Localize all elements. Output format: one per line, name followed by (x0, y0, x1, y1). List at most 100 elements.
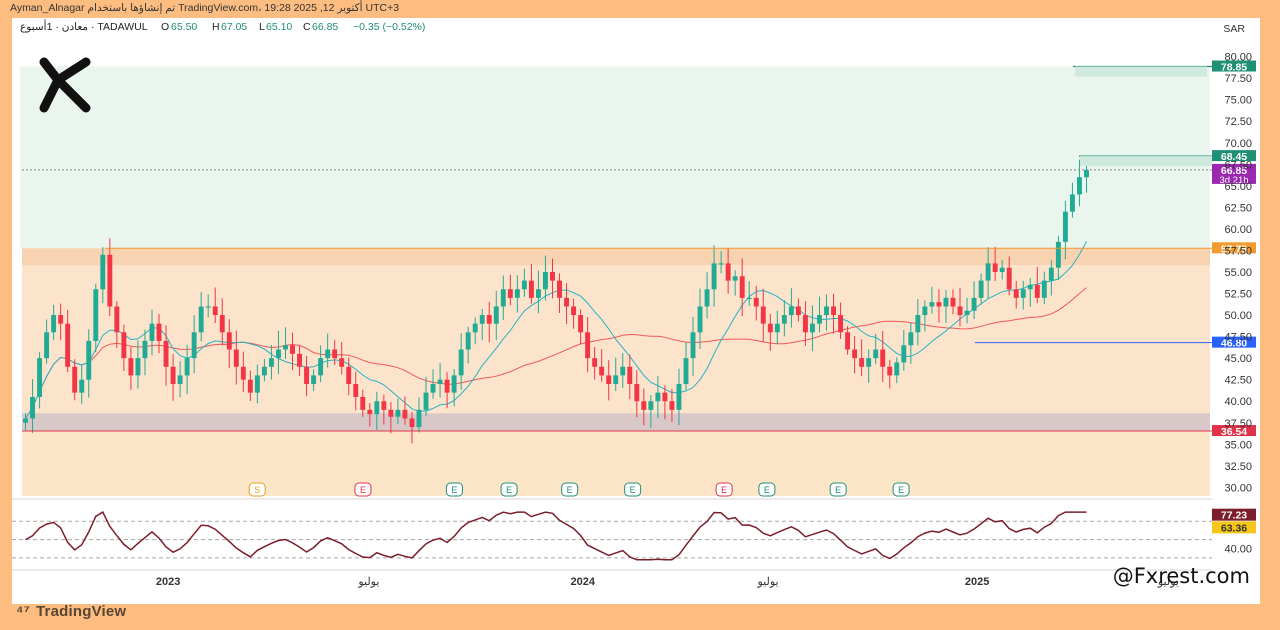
candle-body (156, 323, 162, 341)
candle-body (824, 306, 829, 316)
candle-body (472, 323, 478, 333)
candle-body (732, 276, 738, 281)
candle-body (774, 323, 780, 333)
high-value: 67.05 (221, 21, 247, 33)
ma-slow-line (25, 287, 1087, 419)
candle-body (121, 332, 127, 359)
candle-body (543, 272, 548, 290)
event-letter: E (898, 485, 904, 495)
event-marker (892, 482, 910, 497)
target-band (1080, 156, 1212, 167)
candle-body (978, 280, 984, 298)
watermark-text: @Fxrest.com (1112, 564, 1250, 588)
candle-body (788, 306, 794, 316)
price-tick: 57.50 (1224, 245, 1252, 257)
price-label: 68.45 (1221, 151, 1247, 163)
event-marker (829, 482, 847, 497)
time-tick: 2025 (965, 576, 989, 588)
price-tick: 77.50 (1224, 73, 1252, 85)
symbol-label: معادن · 1أسبوع · TADAWUL (20, 19, 148, 33)
candle-body (212, 306, 218, 316)
candle-body (276, 349, 281, 359)
event-marker (715, 482, 733, 497)
candle-body (65, 323, 71, 367)
candle-body (817, 315, 822, 324)
high-label: H (212, 21, 220, 33)
price-label: 66.85 (1221, 165, 1247, 177)
price-tick: 60.00 (1224, 224, 1252, 236)
candle-body (191, 332, 197, 359)
event-marker (248, 482, 266, 497)
candle-body (915, 315, 921, 333)
candle-body (606, 375, 612, 384)
candle-body (247, 379, 253, 393)
candle-body (514, 289, 520, 298)
price-label-box (1212, 425, 1256, 437)
price-label-box (1212, 336, 1256, 348)
candle-body (746, 297, 752, 300)
candle-body (290, 345, 295, 354)
candle-body (592, 358, 598, 367)
candle-body (781, 315, 787, 324)
event-marker (500, 482, 518, 497)
candle-body (578, 315, 584, 333)
price-tick: 47.50 (1224, 332, 1252, 344)
candle-body (304, 366, 310, 384)
candle-body (360, 396, 366, 410)
candle-body (1034, 284, 1040, 298)
price-label: 46.80 (1221, 338, 1247, 350)
candle-body (802, 315, 808, 333)
countdown-label: 3d 21h (1219, 175, 1248, 186)
candle-body (1020, 289, 1026, 298)
candle-body (985, 263, 991, 281)
event-letter: E (360, 485, 366, 495)
candle-body (992, 263, 998, 272)
event-marker (758, 482, 776, 497)
tradingview-icon: ⁴⁷ (16, 603, 31, 620)
candle-body (894, 362, 900, 376)
time-tick: 2023 (156, 576, 180, 588)
candle-body (669, 401, 675, 410)
candle-body (627, 366, 633, 384)
candle-body (51, 315, 57, 333)
price-label: 36.54 (1221, 426, 1247, 438)
candle-body (142, 340, 148, 359)
moving-averages (25, 241, 1087, 419)
candle-body (521, 280, 527, 290)
candle-body (367, 409, 373, 415)
tradingview-brand: TradingView (36, 603, 127, 620)
candle-body (451, 375, 457, 393)
price-tick: 52.50 (1224, 289, 1252, 301)
candle-body (795, 306, 801, 316)
chart-header-line: Ayman_Alnagar تم إنشاؤها باستخدام Tradin… (10, 2, 400, 14)
candle-body (887, 366, 893, 376)
candle-body (690, 332, 696, 359)
candle-body (374, 401, 380, 415)
candle-body (240, 366, 246, 380)
price-label-box (1212, 242, 1256, 254)
zones-layer (20, 66, 1210, 496)
time-axis: 2023 يوليو 2024 يوليو 2025 يوليو (12, 569, 1212, 588)
ma-fast-line (25, 241, 1087, 419)
candle-body (170, 366, 176, 384)
candle-body (100, 254, 106, 290)
candle-body (950, 297, 956, 307)
candle-body (283, 345, 288, 350)
candle-body (58, 315, 64, 324)
candle-body (332, 349, 338, 359)
time-tick: 2024 (570, 576, 595, 588)
ohlc-legend: معادن · 1أسبوع · TADAWUL O 65.50 H 67.05… (20, 19, 1245, 35)
candle-body (810, 323, 815, 333)
candle-body (641, 401, 647, 410)
candle-body (44, 332, 50, 359)
candle-body (845, 332, 851, 350)
price-tick: 40.00 (1224, 396, 1252, 408)
support-zone (22, 413, 1210, 432)
low-label: L (259, 21, 265, 33)
event-letter: E (630, 485, 636, 495)
change-value: −0.35 (−0.52%) (353, 21, 425, 33)
candle-body (571, 306, 577, 316)
